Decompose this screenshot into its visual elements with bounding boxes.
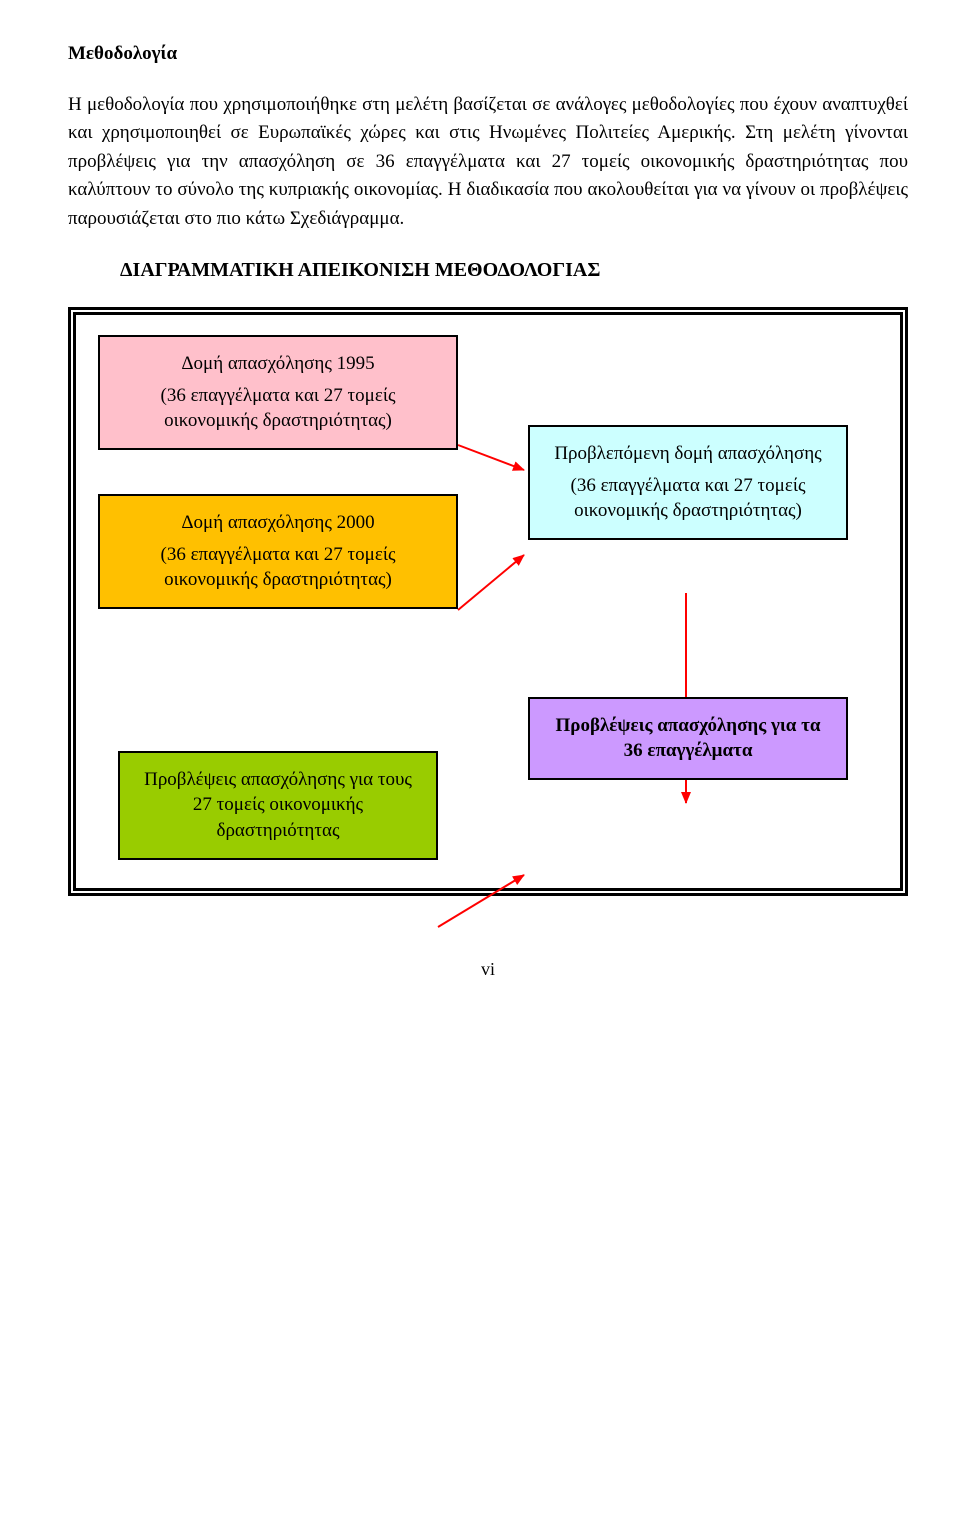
node-green: Προβλέψεις απασχόλησης για τους 27 τομεί… (118, 751, 438, 860)
page-number: vi (68, 956, 908, 983)
node-cyan-head: Προβλεπόμενη δομή απασχόλησης (548, 441, 828, 467)
node-orange-sub: (36 επαγγέλματα και 27 τομείς οικονομική… (118, 542, 438, 593)
page-title: Μεθοδολογία (68, 40, 908, 69)
diagram-container: Δομή απασχόλησης 1995 (36 επαγγέλματα κα… (68, 307, 908, 896)
node-orange-head: Δομή απασχόλησης 2000 (118, 510, 438, 536)
intro-paragraph: Η μεθοδολογία που χρησιμοποιήθηκε στη με… (68, 91, 908, 234)
node-pink-head: Δομή απασχόλησης 1995 (118, 351, 438, 377)
node-pink: Δομή απασχόλησης 1995 (36 επαγγέλματα κα… (98, 335, 458, 450)
node-green-text: Προβλέψεις απασχόλησης για τους 27 τομεί… (144, 769, 412, 841)
node-cyan-sub: (36 επαγγέλματα και 27 τομείς οικονομική… (548, 473, 828, 524)
node-orange: Δομή απασχόλησης 2000 (36 επαγγέλματα κα… (98, 494, 458, 609)
node-pink-sub: (36 επαγγέλματα και 27 τομείς οικονομική… (118, 383, 438, 434)
diagram-title: ΔΙΑΓΡΑΜΜΑΤΙΚΗ ΑΠΕΙΚΟΝΙΣΗ ΜΕΘΟΔΟΛΟΓΙΑΣ (120, 255, 908, 285)
node-violet-text: Προβλέψεις απασχόλησης για τα 36 επαγγέλ… (556, 715, 821, 762)
node-cyan: Προβλεπόμενη δομή απασχόλησης (36 επαγγέ… (528, 425, 848, 540)
node-violet: Προβλέψεις απασχόλησης για τα 36 επαγγέλ… (528, 697, 848, 780)
